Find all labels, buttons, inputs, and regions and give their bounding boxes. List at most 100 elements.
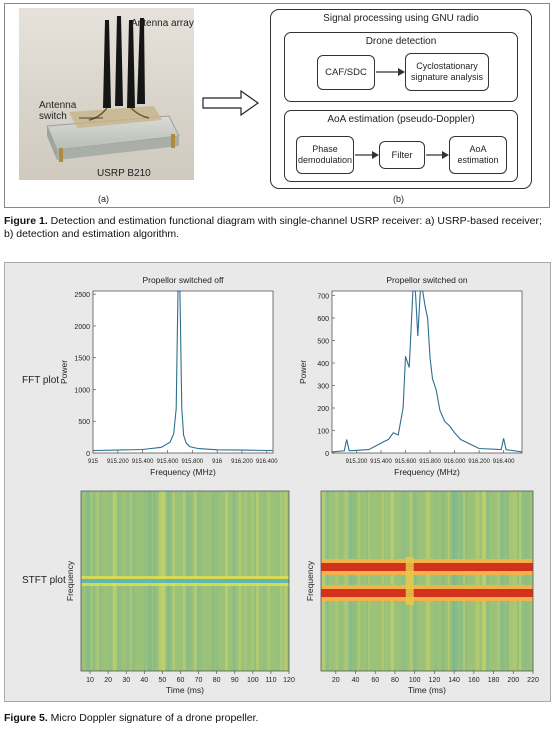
heatmap-stripe [390, 491, 394, 671]
y-tick-label: 200 [317, 406, 329, 413]
heatmap-stripe [460, 491, 463, 671]
x-tick-label: 916.000 [444, 459, 466, 465]
heatmap-stripe [506, 491, 510, 671]
y-tick-label: 400 [317, 361, 329, 368]
x-tick-label: 915.800 [419, 459, 441, 465]
usrp-photo [19, 8, 194, 180]
heatmap-stripe [367, 491, 370, 671]
x-tick-label: 915.200 [346, 459, 368, 465]
x-tick-label: 120 [283, 677, 295, 684]
heatmap-stripe [425, 491, 430, 671]
x-tick-label: 140 [448, 677, 460, 684]
heatmap-stripe [516, 491, 519, 671]
heatmap-stripe [465, 491, 468, 671]
x-tick-label: 200 [507, 677, 519, 684]
heatmap-stripe [321, 491, 325, 671]
cyclostationary-block: Cyclostationary signature analysis [405, 53, 489, 91]
heatmap-stripe [455, 491, 459, 671]
heatmap-stripe [401, 491, 403, 671]
y-tick-label: 1500 [74, 356, 90, 363]
heatmap-gap [405, 557, 414, 605]
stft-row-label: STFT plot [22, 575, 66, 586]
chart-title: Propellor switched off [142, 275, 224, 285]
heatmap-stripe [519, 491, 522, 671]
x-tick-label: 10 [86, 677, 94, 684]
heatmap-stripe [383, 491, 387, 671]
usrp-device-label: USRP B210 [97, 168, 151, 179]
heatmap-stripe [482, 491, 487, 671]
heatmap-stripe [501, 491, 505, 671]
y-axis-label: Frequency [65, 560, 75, 601]
caf-sdc-block: CAF/SDC [317, 55, 375, 90]
heatmap-stripe [321, 491, 325, 671]
x-tick-label: 80 [391, 677, 399, 684]
x-tick-label: 100 [247, 677, 259, 684]
y-tick-label: 500 [317, 339, 329, 346]
x-tick-label: 915.800 [181, 459, 203, 465]
heatmap-band-core [321, 589, 533, 597]
aoa-estimation-title: AoA estimation (pseudo-Doppler) [327, 114, 475, 125]
heatmap-stripe [461, 491, 465, 671]
heatmap-stripe [338, 491, 342, 671]
caf-to-cyclo-arrow [376, 68, 405, 76]
y-tick-label: 0 [325, 451, 329, 458]
y-tick-label: 700 [317, 294, 329, 301]
x-tick-label: 220 [527, 677, 539, 684]
heatmap-stripe [459, 491, 464, 671]
heatmap-stripe [329, 491, 332, 671]
y-axis-label: Power [59, 360, 69, 384]
aoa-estimation-block: AoA estimation [449, 136, 507, 174]
x-tick-label: 180 [488, 677, 500, 684]
heatmap-stripe [434, 491, 437, 671]
x-axis-label: Frequency (MHz) [394, 467, 460, 477]
spectrum-series-line [92, 290, 274, 452]
filter-block: Filter [379, 141, 425, 169]
x-tick-label: 916.400 [256, 459, 278, 465]
x-tick-label: 915.200 [107, 459, 129, 465]
heatmap-stripe [350, 491, 355, 671]
x-tick-label: 40 [352, 677, 360, 684]
x-tick-label: 90 [231, 677, 239, 684]
figure1-caption: Figure 1. Detection and estimation funct… [4, 215, 550, 241]
drone-detection-title: Drone detection [365, 36, 437, 47]
heatmap-stripe [499, 491, 504, 671]
x-tick-label: 60 [177, 677, 185, 684]
heatmap-stripe [327, 491, 332, 671]
heatmap-stripe [344, 491, 348, 671]
heatmap-stripe [348, 491, 353, 671]
x-tick-label: 50 [158, 677, 166, 684]
x-tick-label: 915.600 [395, 459, 417, 465]
x-tick-label: 80 [213, 677, 221, 684]
x-tick-label: 915.400 [132, 459, 154, 465]
heatmap-stripe [429, 491, 431, 671]
heatmap-stripe [507, 491, 510, 671]
figure5-caption-prefix: Figure 5. [4, 712, 48, 724]
label-b: (b) [393, 194, 404, 204]
heatmap-stripe [321, 491, 326, 671]
y-axis-label: Power [298, 360, 308, 384]
x-axis-label: Frequency (MHz) [150, 467, 216, 477]
aoa-estimation-box: AoA estimation (pseudo-Doppler) Phase de… [284, 110, 518, 182]
x-axis-label: Time (ms) [166, 685, 204, 695]
heatmap-stripe [358, 491, 360, 671]
heatmap-stripe [453, 491, 456, 671]
x-tick-label: 100 [409, 677, 421, 684]
x-tick-label: 916.400 [493, 459, 515, 465]
x-tick-label: 916 [212, 459, 223, 465]
heatmap-stripe [503, 491, 508, 671]
y-tick-label: 2000 [74, 324, 90, 331]
heatmap-stripe [486, 491, 489, 671]
x-tick-label: 160 [468, 677, 480, 684]
heatmap-stripe [402, 491, 407, 671]
x-tick-label: 120 [429, 677, 441, 684]
y-tick-label: 0 [86, 451, 90, 458]
x-tick-label: 110 [265, 677, 276, 684]
stft-heatmap [81, 491, 289, 671]
figure5-panel: FFT plot STFT plot 0 500 1000 1500 2000 2500 9… [4, 262, 551, 702]
heatmap-stripe [335, 491, 340, 671]
x-tick-label: 40 [140, 677, 148, 684]
y-axis-label: Frequency [305, 560, 315, 601]
drone-detection-box: Drone detection CAF/SDC Cyclostationary … [284, 32, 518, 102]
x-axis-label: Time (ms) [408, 685, 446, 695]
